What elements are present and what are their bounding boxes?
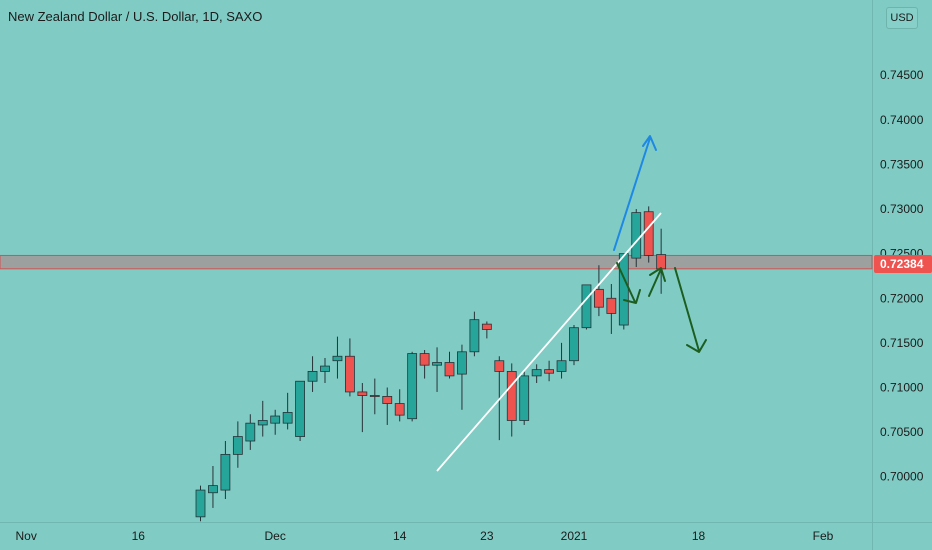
candle-body <box>556 360 567 372</box>
candle-body <box>544 369 554 374</box>
y-axis-tick-label: 0.70000 <box>880 470 924 484</box>
candle-body <box>394 403 405 416</box>
candle-body <box>506 371 517 421</box>
x-axis-tick-label: 23 <box>480 529 494 543</box>
candle-body <box>656 254 667 270</box>
last-price-label: 0.72384 <box>880 257 924 271</box>
x-axis-tick-label: 2021 <box>561 529 588 543</box>
y-axis-tick-label: 0.73500 <box>880 157 924 171</box>
candle-body <box>618 253 629 326</box>
x-axis-tick-label: Nov <box>16 529 37 543</box>
candle-body <box>407 353 418 420</box>
candle-body <box>444 362 455 377</box>
candle-body <box>432 362 442 366</box>
candle-body <box>419 353 430 366</box>
candle-body <box>307 371 318 382</box>
candle-body <box>357 391 368 396</box>
last-price-tag <box>874 255 932 274</box>
blue-arrow-shaft <box>613 137 651 251</box>
candle-body <box>382 396 393 404</box>
candle-body <box>631 212 642 259</box>
y-axis-tick-label: 0.71500 <box>880 336 924 350</box>
chart-title: New Zealand Dollar / U.S. Dollar, 1D, SA… <box>8 9 263 24</box>
green-arrow-3-shaft <box>674 267 700 352</box>
candle-body <box>531 369 542 377</box>
candle-body <box>257 420 268 426</box>
candle-body <box>332 355 343 362</box>
candle-body <box>481 323 492 330</box>
y-axis-tick-label: 0.72000 <box>880 291 924 305</box>
trendline <box>436 212 662 472</box>
candle-body <box>295 380 306 437</box>
candle-body <box>469 319 480 353</box>
y-axis-tick-label: 0.73000 <box>880 202 924 216</box>
candle-body <box>220 453 231 491</box>
green-arrow-2-head <box>649 267 666 282</box>
candle-body <box>320 365 330 372</box>
green-arrow-2-shaft <box>648 268 662 297</box>
candle-body <box>208 485 218 494</box>
candle-body <box>494 360 505 372</box>
y-axis-tick-label: 0.74000 <box>880 113 924 127</box>
green-arrow-1-shaft <box>616 262 636 303</box>
candle-body <box>245 422 256 442</box>
candle-body <box>195 489 206 518</box>
x-axis-tick-label: 18 <box>692 529 706 543</box>
candle-body <box>569 327 579 362</box>
candle-body <box>369 395 380 397</box>
candle-body <box>581 284 592 329</box>
candle-body <box>643 211 654 256</box>
x-axis-tick-label: 14 <box>393 529 407 543</box>
candle-body <box>594 288 604 308</box>
candle-body <box>282 412 293 424</box>
candle-body <box>232 436 243 455</box>
y-axis-tick-label: 0.71000 <box>880 380 924 394</box>
resistance-zone <box>0 254 873 270</box>
green-arrow-3-head <box>686 339 707 353</box>
blue-arrow-head <box>642 135 657 151</box>
y-axis-tick-label: 0.74500 <box>880 68 924 82</box>
candle-body <box>606 297 617 314</box>
candle-body <box>457 351 467 375</box>
x-axis-tick-label: Feb <box>813 529 834 543</box>
x-axis-tick-label: Dec <box>265 529 286 543</box>
green-arrow-1-head <box>623 289 641 304</box>
candle-body <box>519 375 530 421</box>
x-axis-tick-label: 16 <box>132 529 146 543</box>
currency-badge[interactable]: USD <box>886 7 918 29</box>
y-axis-tick-label: 0.70500 <box>880 425 924 439</box>
candle-body <box>270 415 281 424</box>
candle-body <box>344 355 355 393</box>
